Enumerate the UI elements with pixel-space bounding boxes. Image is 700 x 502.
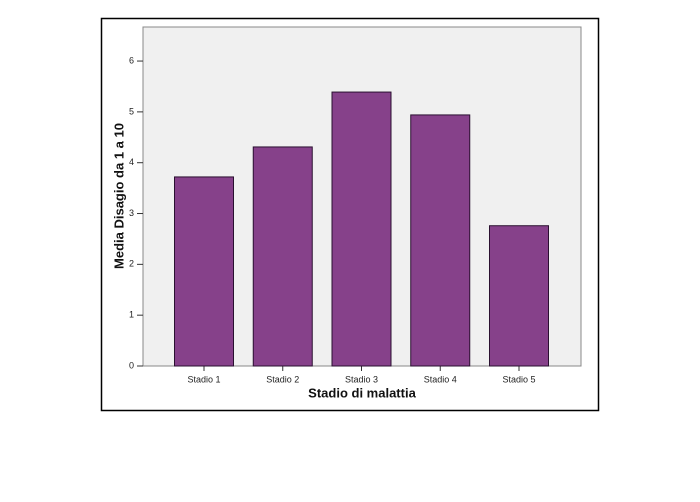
bar xyxy=(331,91,392,367)
y-axis-title: Media Disagio da 1 a 10 xyxy=(111,123,126,269)
y-tick-label: 4 xyxy=(129,157,134,167)
bar xyxy=(252,146,313,367)
bar xyxy=(410,114,471,367)
bar xyxy=(174,176,234,367)
y-tick-label: 2 xyxy=(129,259,134,269)
y-tick-label: 5 xyxy=(129,106,134,116)
bar xyxy=(489,225,549,367)
y-tick-label: 6 xyxy=(129,55,134,65)
y-tick-label: 0 xyxy=(129,360,134,370)
x-tick-label: Stadio 1 xyxy=(187,374,220,384)
x-tick-label: Stadio 4 xyxy=(424,374,457,384)
x-tick-label: Stadio 3 xyxy=(345,374,378,384)
x-tick-label: Stadio 5 xyxy=(502,374,535,384)
x-axis-title: Stadio di malattia xyxy=(308,385,416,400)
x-tick-label: Stadio 2 xyxy=(266,374,299,384)
y-tick-label: 1 xyxy=(129,310,134,320)
y-tick-label: 3 xyxy=(129,208,134,218)
